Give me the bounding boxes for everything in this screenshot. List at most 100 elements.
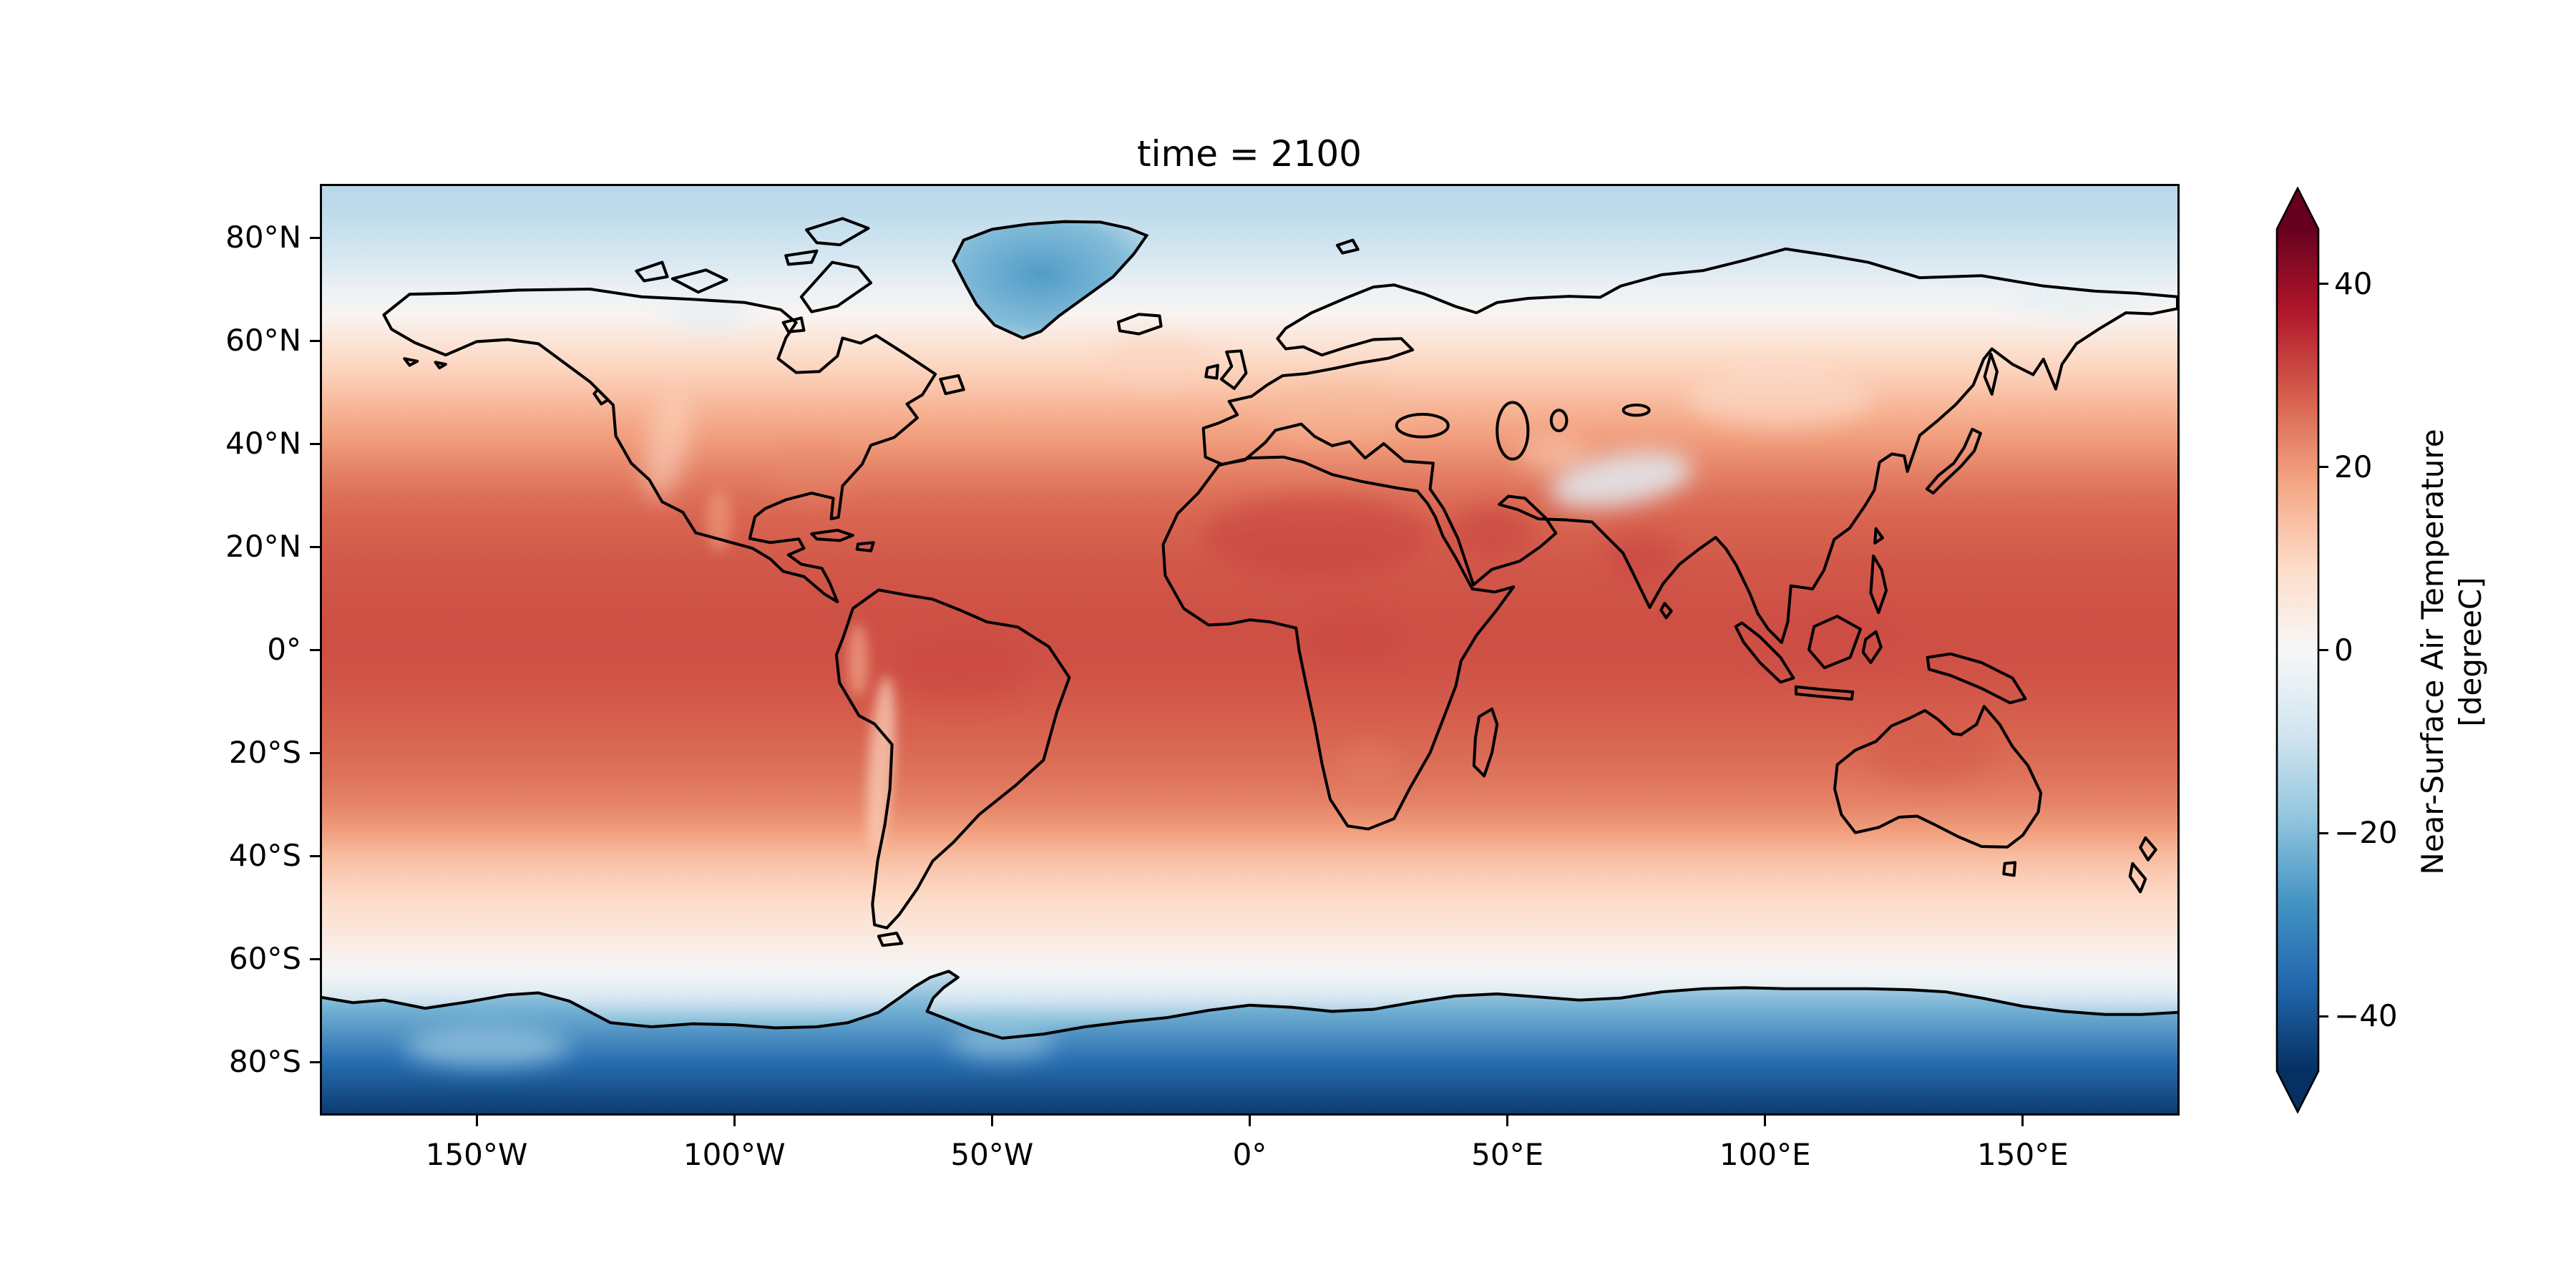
coastline-black-sea [1395,412,1450,439]
coastline-lake-balkhash [1621,403,1651,417]
patch-europe [1265,381,1410,444]
colorbar-label: Near-Surface Air Temperature [degreeC] [2414,151,2492,1153]
colorbar-tick-mark [2318,649,2328,651]
patch-north-andes [847,624,869,696]
coastlines-layer [322,217,2177,1113]
colorbar-label-line2: [degreeC] [2453,577,2488,727]
regional-anomaly-patches [643,278,2137,851]
colorbar-tick-mark [2318,283,2328,286]
y-tick-mark [310,648,320,651]
coastline-new-guinea [1926,652,2027,705]
y-tick-label: 20°S [228,735,301,770]
coastline-victoria-island [670,268,728,294]
patch-weddell [950,1023,1054,1060]
coastline-madagascar [1472,707,1499,778]
colorbar-tick-mark [2318,831,2328,834]
patch-kalahari [1337,742,1400,794]
y-tick-label: 60°N [225,323,301,358]
coastline-great-britain [1219,349,1248,390]
coastlines [322,217,2177,1040]
antarctica-fill [322,971,2177,1113]
coastline-borneo [1807,615,1863,670]
plot-title: time = 2100 [1137,133,1362,175]
colorbar-tick-mark [2318,1015,2328,1018]
x-tick-mark [475,1116,478,1126]
coastline-antarctica [322,970,2177,1040]
patch-north-australia [1868,721,1992,784]
coastline-sulawesi [1861,630,1883,665]
colorbar-tick-mark [2318,466,2328,469]
coastline-new-zealand [2128,836,2157,894]
patch-sahara [1203,495,1430,578]
patch-mongolia [1687,366,1874,429]
x-tick-mark [2021,1116,2024,1126]
y-tick-mark [310,751,320,754]
coastline-taiwan [1873,527,1885,545]
coastline-svalbard [1335,238,1360,255]
x-tick-mark [990,1116,993,1126]
colorbar-tick-label: −40 [2334,998,2398,1034]
x-tick-mark [1764,1116,1767,1126]
x-tick-label: 50°E [1471,1137,1544,1172]
coastline-cuba [810,528,854,542]
x-tick-label: 150°W [425,1137,528,1172]
coastline-vancouver-island [592,388,610,406]
patch-iran-pamir [1518,436,1590,472]
patch-arabia [1450,505,1533,557]
patch-chukotka [2012,278,2137,321]
coastline-ireland [1204,364,1219,380]
colorbar [2275,187,2320,1113]
y-tick-mark [310,854,320,857]
x-tick-label: 150°E [1977,1137,2069,1172]
patch-north-atlantic [1100,335,1214,387]
coastline-eurasia [1201,247,2177,644]
x-tick-label: 100°E [1719,1137,1811,1172]
y-tick-mark [310,545,320,548]
patch-rockies [643,388,691,499]
coastline-caspian-sea [1496,401,1530,461]
patch-canada-cold [667,296,750,333]
coastline-north-america [382,287,937,604]
x-tick-label: 100°W [683,1137,786,1172]
y-tick-label: 80°N [225,220,301,255]
map-axes [320,184,2180,1116]
colorbar-bar [2275,187,2320,1113]
y-tick-mark [310,1060,320,1063]
x-tick-mark [1506,1116,1509,1126]
coastline-sri-lanka [1659,602,1673,620]
x-tick-label: 50°W [950,1137,1034,1172]
y-tick-label: 60°S [228,941,301,976]
coastline-baffin-island [799,260,873,313]
coastline-java [1794,685,1855,701]
coastline-sakhalin [1983,352,1999,396]
coastline-tasmania [2002,861,2017,877]
y-tick-mark [310,339,320,342]
coastline-banks-island [635,260,669,283]
coastline-iceland [1116,313,1163,336]
greenland-fill [952,220,1149,340]
patch-andes [867,675,896,851]
y-tick-label: 20°N [225,529,301,564]
coastline-africa [1161,455,1516,831]
coastline-ellesmere [805,217,870,247]
patch-us-southeast [770,449,853,501]
patch-ross-shelf [404,1025,570,1068]
patch-congo [1306,613,1400,665]
coastline-japan [1925,427,1982,495]
x-tick-label: 0° [1232,1137,1267,1172]
x-tick-mark [733,1116,736,1126]
y-tick-mark [310,236,320,239]
y-tick-mark [310,957,320,960]
colorbar-label-line1: Near-Surface Air Temperature [2415,429,2450,875]
coastline-philippines [1869,554,1888,615]
patch-india [1605,534,1678,580]
colorbar-tick-label: 20 [2334,449,2373,484]
coastline-aral-sea [1549,409,1568,433]
x-tick-mark [1249,1116,1251,1126]
coastline-tierra-del-fuego [877,931,904,947]
patch-amazon [894,639,1028,701]
y-tick-mark [310,442,320,445]
y-tick-label: 40°S [228,838,301,873]
coastline-australia [1833,705,2043,849]
